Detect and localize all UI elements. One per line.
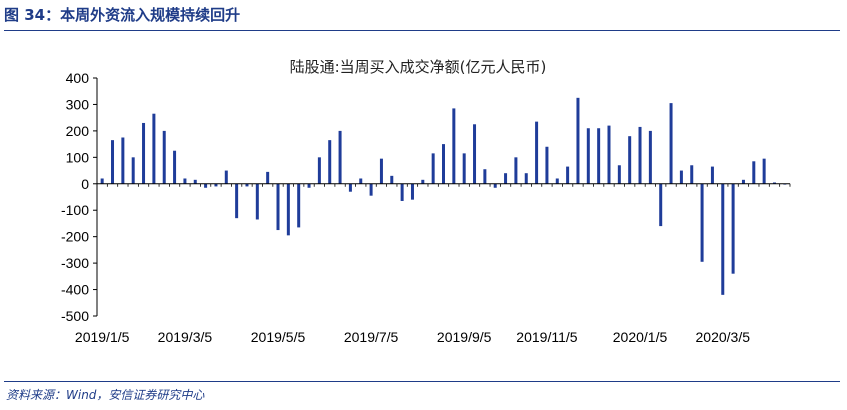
y-tick-label: 400 (66, 70, 90, 86)
bar-2019-W09 (183, 178, 187, 184)
bar-2019-W26 (359, 178, 363, 184)
bar-2020-W09 (721, 183, 725, 295)
bar-2019-W44 (545, 146, 549, 184)
bar-2019-W38 (483, 169, 487, 184)
bar-2019-W23 (328, 140, 332, 184)
bar-2019-W10 (193, 179, 197, 184)
bar-2019-W19 (286, 183, 290, 236)
bar-2019-W25 (348, 183, 352, 192)
y-tick-label: -400 (61, 282, 89, 298)
bar-2019-W11 (204, 183, 208, 188)
bar-2019-W45 (555, 178, 559, 184)
bar-2019-W32 (421, 179, 425, 184)
x-tick-label: 2019/7/5 (344, 329, 399, 345)
bar-2019-W36 (462, 153, 466, 184)
bar-2020-W08 (710, 166, 714, 184)
bar-2019-W15 (245, 183, 249, 187)
bar-2019-W22 (317, 157, 321, 184)
bar-2020-W12 (752, 161, 756, 184)
x-tick-label: 2020/3/5 (696, 329, 751, 345)
source-note: 资料来源：Wind，安信证券研究中心 (6, 388, 205, 402)
x-tick-label: 2019/9/5 (437, 329, 492, 345)
y-tick-label: -300 (61, 255, 89, 271)
bar-2020-W10 (731, 183, 735, 274)
x-tick-label: 2019/11/5 (516, 329, 577, 345)
bar-2020-W04 (669, 103, 673, 184)
bar-2019-W08 (173, 150, 177, 184)
bar-2019-W30 (400, 183, 404, 201)
bar-2020-W13 (762, 158, 766, 184)
bar-2019-W18 (276, 183, 280, 231)
bar-2019-W03 (121, 137, 125, 184)
figure-title: 图 34：本周外资流入规模持续回升 (4, 6, 241, 24)
bar-chart: 陆股通:当周买入成交净额(亿元人民币) -500 -400 -300 -200 -100… (61, 58, 791, 345)
bar-2019-W52 (628, 136, 632, 184)
bar-2019-W06 (152, 113, 156, 184)
bar-2019-W13 (224, 170, 228, 184)
bar-2019-W04 (131, 157, 135, 184)
bar-2019-W49 (597, 128, 601, 184)
y-tick-label: 300 (66, 96, 90, 112)
bar-2020-W11 (741, 179, 745, 184)
bar-2019-W21 (307, 183, 311, 188)
bar-2019-W41 (514, 157, 518, 184)
bar-2019-W39 (493, 183, 497, 188)
bar-2019-W14 (235, 183, 239, 219)
bar-2020-W06 (690, 165, 694, 184)
bar-2019-W12 (214, 183, 218, 187)
x-tick-label: 2019/5/5 (251, 329, 306, 345)
bar-2019-W40 (504, 173, 508, 184)
bar-2019-W16 (255, 183, 259, 220)
bar-2019-W47 (576, 97, 580, 184)
bar-2019-W37 (473, 124, 477, 184)
chart-title: 陆股通:当周买入成交净额(亿元人民币) (290, 58, 547, 76)
bar-2020-W02 (648, 130, 652, 184)
x-tick-labels: 2019/1/5 2019/3/5 2019/5/5 2019/7/5 2019/9/5… (75, 329, 750, 345)
bar-2019-W46 (566, 166, 570, 184)
bar-2020-W14 (772, 182, 776, 184)
bar-2019-W24 (338, 130, 342, 184)
y-tick-labels: -500 -400 -300 -200 -100 0 100 200 300 400 (61, 70, 89, 324)
bar-2019-W42 (524, 173, 528, 184)
x-tick-label: 2019/3/5 (158, 329, 213, 345)
bar-2019-W07 (162, 130, 166, 184)
bar-2019-W27 (369, 183, 373, 196)
y-tick-label: -100 (61, 202, 89, 218)
bar-2019-W48 (586, 128, 590, 184)
bar-2019-W17 (266, 171, 270, 184)
bar-2020-W03 (659, 183, 663, 227)
bar-2019-W31 (410, 183, 414, 200)
bar-2019-W01 (100, 178, 104, 184)
bar-2019-W35 (452, 108, 456, 184)
bar-2020-W05 (679, 170, 683, 184)
y-tick-label: 100 (66, 149, 90, 165)
bar-2019-W34 (442, 144, 445, 184)
bar-2019-W51 (617, 165, 621, 184)
bar-2019-W28 (379, 158, 383, 184)
axes-group (93, 77, 791, 317)
bar-2019-W02 (111, 140, 115, 184)
x-tick-label: 2019/1/5 (75, 329, 130, 345)
bar-2020-W01 (638, 126, 642, 184)
source-rule (4, 381, 840, 382)
bar-2019-W50 (607, 125, 611, 184)
bar-2019-W20 (297, 183, 301, 228)
bars-group (100, 97, 787, 295)
x-tick-label: 2020/1/5 (613, 329, 668, 345)
bar-2019-W05 (142, 122, 146, 184)
bar-2019-W33 (431, 153, 435, 184)
bar-2020-W07 (700, 183, 704, 262)
title-rule (4, 30, 840, 31)
y-tick-label: -500 (61, 308, 89, 324)
y-tick-label: -200 (61, 229, 89, 245)
y-tick-label: 200 (66, 123, 90, 139)
y-tick-label: 0 (81, 176, 89, 192)
bar-2019-W43 (535, 121, 539, 184)
bar-2019-W29 (390, 175, 394, 184)
